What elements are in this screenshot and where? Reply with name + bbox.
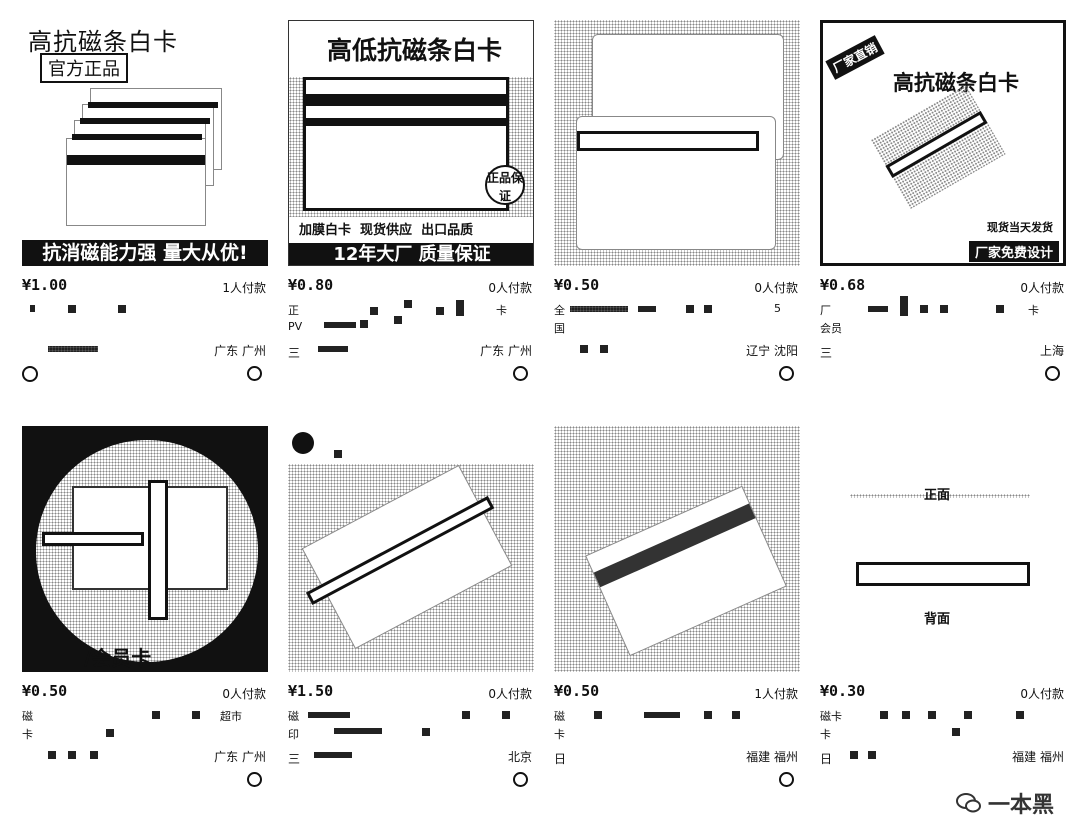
- circle-more-icon[interactable]: [247, 366, 262, 381]
- banner-note: 现货当天发货: [987, 221, 1053, 234]
- banner-bottom: 抗消磁能力强 量大从优!: [22, 240, 268, 266]
- product-image[interactable]: [554, 20, 800, 266]
- product-card[interactable]: ¥0.50 1人付款 磁 卡 日 福建 福州: [554, 426, 800, 787]
- card-graphic: [585, 485, 787, 657]
- product-card[interactable]: 高低抗磁条白卡 正品保证 加膜白卡 现货供应 出口品质 12年大厂 质量保证 ¥…: [288, 20, 534, 381]
- location: 北京: [507, 750, 532, 764]
- location: 福建 福州: [746, 750, 798, 764]
- card-graphic: [576, 116, 776, 250]
- sold-count: 0人付款: [1020, 281, 1064, 295]
- product-title-line2: 卡: [820, 726, 960, 742]
- price: ¥0.50: [554, 682, 600, 700]
- price: ¥1.50: [288, 682, 334, 700]
- watermark-text: 一本黑: [987, 793, 1054, 818]
- product-title[interactable]: 厂 卡: [820, 296, 1039, 318]
- shop-name[interactable]: [22, 748, 142, 762]
- banner-title: 高抗磁条白卡: [28, 28, 178, 56]
- shop-avatar: [292, 432, 314, 454]
- product-title[interactable]: 磁: [288, 708, 510, 724]
- product-image[interactable]: [288, 426, 534, 672]
- location: 辽宁 沈阳: [746, 344, 798, 358]
- circle-more-icon[interactable]: [779, 366, 794, 381]
- shop-name[interactable]: [22, 342, 142, 356]
- circle-more-icon[interactable]: [779, 772, 794, 787]
- circle-more-icon[interactable]: [513, 366, 528, 381]
- card-graphic: [870, 84, 1006, 210]
- price: ¥0.68: [820, 276, 866, 294]
- product-title-line2: 卡: [554, 728, 565, 741]
- circle-more-icon[interactable]: [513, 772, 528, 787]
- product-title[interactable]: 全 5: [554, 302, 781, 317]
- wechat-icon: [955, 793, 981, 813]
- price: ¥0.50: [554, 276, 600, 294]
- product-title-line2: 会员: [820, 322, 842, 335]
- banner-features: 加膜白卡 现货供应 出口品质: [299, 223, 474, 238]
- shop-name[interactable]: 日: [820, 748, 940, 766]
- location: 广东 广州: [480, 344, 532, 358]
- circle-more-icon[interactable]: [247, 772, 262, 787]
- product-image[interactable]: 高抗磁条白卡 官方正品 抗消磁能力强 量大从优!: [22, 20, 268, 266]
- price: ¥1.00: [22, 276, 68, 294]
- location: 广东 广州: [214, 344, 266, 358]
- product-image[interactable]: 正面 背面: [820, 426, 1066, 672]
- sold-count: 0人付款: [488, 281, 532, 295]
- product-card[interactable]: 高抗磁条白卡 官方正品 抗消磁能力强 量大从优! ¥1.00 1人付款 广东 广…: [22, 20, 268, 382]
- shop-name[interactable]: 三: [820, 346, 833, 360]
- shop-name[interactable]: 三: [288, 342, 408, 360]
- location: 上海: [1039, 344, 1064, 358]
- product-title[interactable]: 正 卡: [288, 300, 507, 318]
- card-graphic: [66, 138, 206, 226]
- product-title[interactable]: 磁卡: [820, 708, 1024, 724]
- banner-corner: 厂家直销: [825, 35, 885, 80]
- product-image[interactable]: 厂家直销 高抗磁条白卡 现货当天发货 厂家免费设计: [820, 20, 1066, 266]
- product-title-line2: 印: [288, 726, 430, 742]
- seal-badge: 正品保证: [485, 165, 525, 205]
- shop-badge-icon: [22, 366, 38, 382]
- product-card[interactable]: 正面 背面 ¥0.30 0人付款 磁卡 卡 日 福建 福州: [820, 426, 1066, 766]
- banner-bottom: /会员卡: [84, 646, 152, 670]
- product-card[interactable]: /会员卡 ¥0.50 0人付款 磁 超市 卡 广东 广州: [22, 426, 268, 787]
- product-title[interactable]: 磁 超市: [22, 710, 242, 723]
- watermark: 一本黑: [955, 787, 1054, 819]
- banner-sub: 官方正品: [40, 53, 128, 83]
- sold-count: 0人付款: [222, 687, 266, 701]
- location: 福建 福州: [1012, 750, 1064, 764]
- product-title-line2: 国: [554, 322, 565, 335]
- product-image[interactable]: [554, 426, 800, 672]
- shop-name[interactable]: [554, 342, 674, 356]
- product-card[interactable]: 厂家直销 高抗磁条白卡 现货当天发货 厂家免费设计 ¥0.68 0人付款 厂 卡…: [820, 20, 1066, 381]
- label-back: 背面: [924, 612, 951, 627]
- product-image[interactable]: /会员卡: [22, 426, 268, 672]
- product-card[interactable]: ¥0.50 0人付款 全 5 国 辽宁 沈阳: [554, 20, 800, 381]
- circle-more-icon[interactable]: [1045, 366, 1060, 381]
- banner-bottom: 厂家免费设计: [968, 241, 1059, 262]
- label-front: 正面: [924, 488, 951, 503]
- divider: [850, 494, 1030, 498]
- sold-count: 1人付款: [754, 687, 798, 701]
- shop-name[interactable]: 三: [288, 748, 408, 766]
- price: ¥0.30: [820, 682, 866, 700]
- sold-count: 0人付款: [754, 281, 798, 295]
- product-image[interactable]: 高低抗磁条白卡 正品保证 加膜白卡 现货供应 出口品质 12年大厂 质量保证: [288, 20, 534, 266]
- product-title-line2: 卡: [22, 726, 114, 742]
- sold-count: 0人付款: [488, 687, 532, 701]
- location: 广东 广州: [214, 750, 266, 764]
- product-title[interactable]: 磁: [554, 708, 740, 724]
- sold-count: 0人付款: [1020, 687, 1064, 701]
- price: ¥0.50: [22, 682, 68, 700]
- banner-bottom: 12年大厂 质量保证: [289, 243, 533, 265]
- price: ¥0.80: [288, 276, 334, 294]
- product-title-line2: PV: [288, 316, 402, 333]
- sold-count: 1人付款: [222, 281, 266, 295]
- product-card[interactable]: ¥1.50 0人付款 磁 印 三 北京: [288, 426, 534, 787]
- banner-title: 高低抗磁条白卡: [327, 36, 503, 65]
- shop-name[interactable]: 日: [554, 752, 567, 766]
